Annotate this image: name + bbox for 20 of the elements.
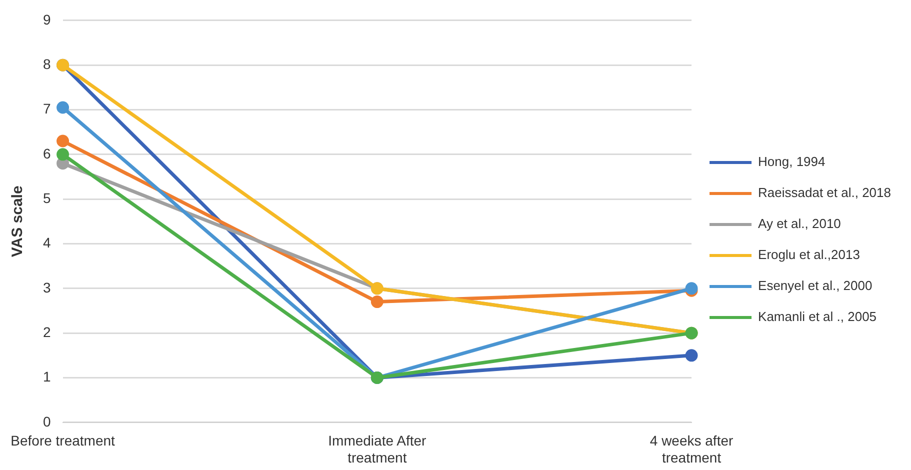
- y-tick-label: 2: [42, 324, 51, 340]
- y-tick-label: 7: [42, 100, 51, 117]
- y-tick-label: 3: [42, 279, 51, 296]
- y-axis-title: VAS scale: [9, 186, 26, 258]
- x-tick-label: Immediate After treatment: [328, 432, 427, 466]
- y-tick-label: 1: [42, 368, 51, 385]
- x-tick-label: Before treatment: [10, 432, 116, 449]
- legend-label: Raeissadat et al., 2018: [758, 185, 892, 200]
- y-tick-label: 5: [42, 190, 51, 206]
- y-tick-label: 8: [42, 56, 51, 72]
- legend-label: Kamanli et al ., 2005: [758, 309, 877, 324]
- y-tick-label: 9: [42, 11, 51, 28]
- y-tick-label: 0: [42, 413, 51, 430]
- legend-label: Eroglu et al.,2013: [758, 247, 860, 262]
- legend-label: Hong, 1994: [758, 154, 826, 170]
- y-tick-label: 6: [42, 145, 51, 162]
- x-tick-label: 4 weeks after treatment: [650, 432, 734, 466]
- legend-label: Ay et al., 2010: [758, 216, 841, 232]
- y-tick-label: 4: [42, 234, 51, 251]
- legend-label: Esenyel et al., 2000: [758, 278, 872, 294]
